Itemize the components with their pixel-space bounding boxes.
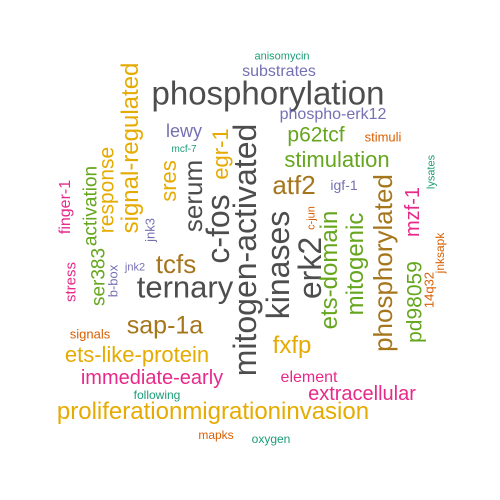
word-ets-domain: ets-domain bbox=[316, 210, 343, 330]
word-phosphorylated: phosphorylated bbox=[368, 174, 398, 352]
word-phosphorylation: phosphorylation bbox=[151, 74, 385, 112]
word-atf2: atf2 bbox=[272, 170, 316, 200]
word-lysates: lysates bbox=[425, 154, 438, 190]
word-extracellular: extracellular bbox=[308, 383, 416, 405]
word-mzf-1: mzf-1 bbox=[402, 187, 424, 237]
word-element: element bbox=[280, 369, 338, 386]
word-stimulation: stimulation bbox=[284, 147, 390, 172]
word-jnk3: jnk3 bbox=[142, 218, 158, 242]
word-mapks: mapks bbox=[198, 428, 234, 442]
word-sap-1a: sap-1a bbox=[126, 311, 204, 340]
word-substrates: substrates bbox=[242, 63, 316, 80]
word-oxygen: oxygen bbox=[251, 432, 291, 446]
word-kinases: kinases bbox=[260, 210, 296, 320]
word-phospho-erk12: phospho-erk12 bbox=[279, 106, 387, 123]
word-sres: sres bbox=[156, 160, 181, 202]
word-p62tcf: p62tcf bbox=[287, 123, 345, 147]
word-following: following bbox=[133, 388, 181, 402]
word-14q32: 14q32 bbox=[421, 271, 437, 309]
word-stress: stress bbox=[62, 261, 80, 303]
word-mitogenic: mitogenic bbox=[342, 212, 369, 316]
word-mcf-7: mcf-7 bbox=[171, 144, 197, 155]
word-activation: activation bbox=[80, 165, 102, 247]
word-ternary: ternary bbox=[136, 269, 234, 305]
word-anisomycin: anisomycin bbox=[254, 50, 310, 63]
word-b-box: b-box bbox=[105, 264, 121, 298]
word-signals: signals bbox=[69, 326, 111, 342]
word-tcfs: tcfs bbox=[155, 249, 197, 279]
word-finger-1: finger-1 bbox=[57, 179, 74, 235]
word-lewy: lewy bbox=[165, 121, 203, 141]
word-jnk2: jnk2 bbox=[124, 261, 146, 274]
word-jnksapk: jnksapk bbox=[433, 232, 447, 274]
word-immediate-early: immediate-early bbox=[80, 367, 224, 389]
word-c-jun: c-jun bbox=[305, 206, 318, 230]
word-fxfp: fxfp bbox=[272, 332, 312, 359]
word-serum: serum bbox=[178, 159, 208, 233]
word-stimuli: stimuli bbox=[364, 129, 402, 145]
word-signal-regulated: signal-regulated bbox=[117, 62, 144, 234]
word-egr-1: egr-1 bbox=[208, 128, 233, 180]
word-igf-1: igf-1 bbox=[330, 177, 358, 193]
word-ets-like-protein: ets-like-protein bbox=[64, 342, 210, 367]
word-proliferationmigrationinvasion: proliferationmigrationinvasion bbox=[56, 398, 370, 425]
